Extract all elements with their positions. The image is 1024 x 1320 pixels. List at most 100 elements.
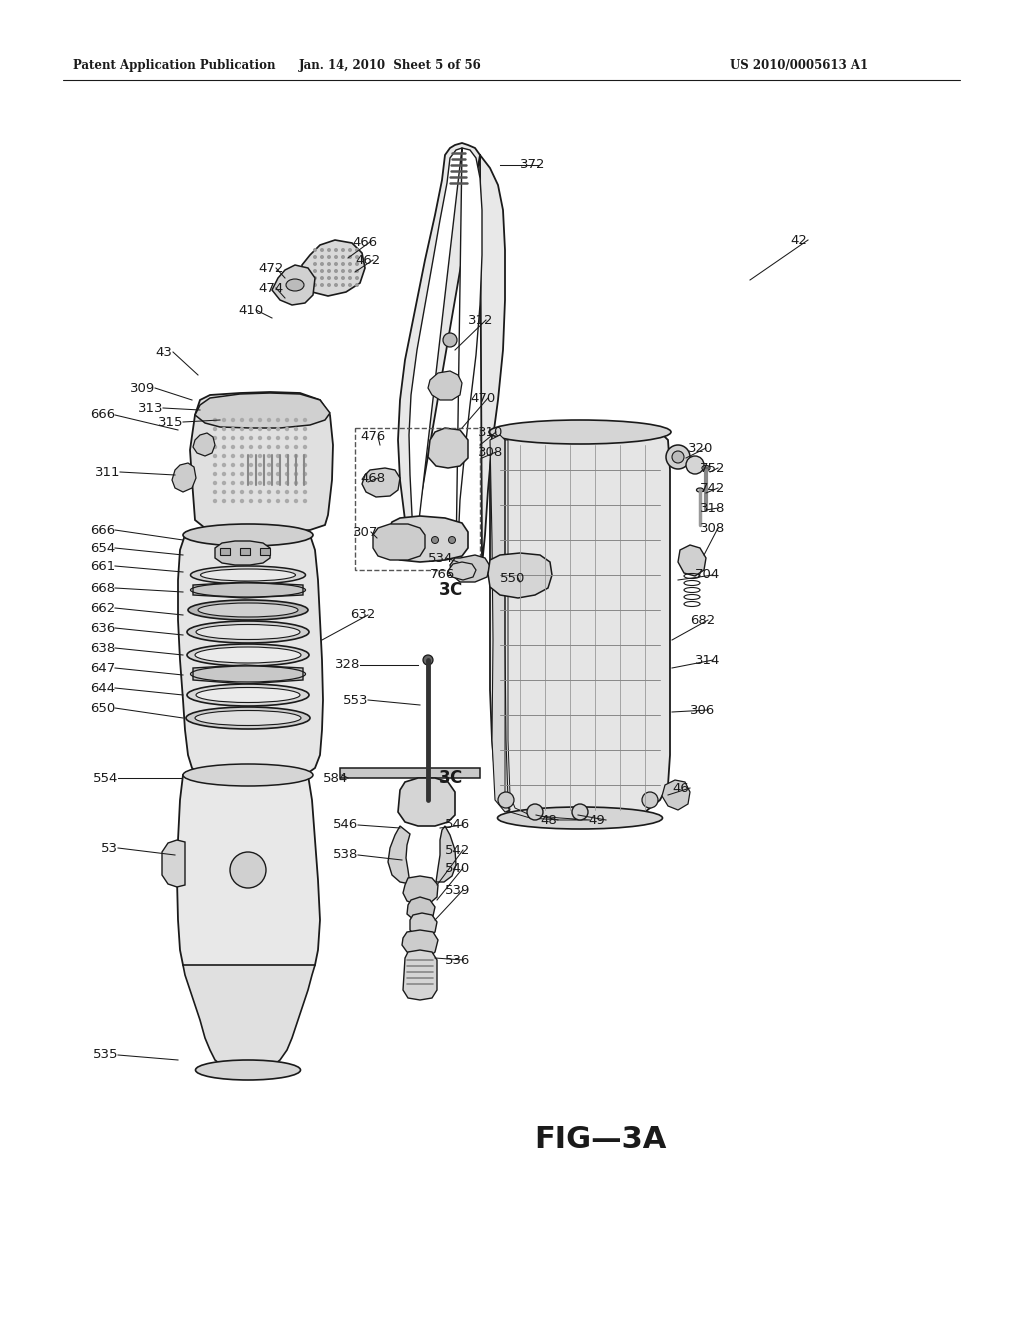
Polygon shape: [488, 553, 552, 598]
Circle shape: [267, 471, 271, 477]
Circle shape: [334, 255, 338, 259]
Text: Patent Application Publication: Patent Application Publication: [73, 58, 275, 71]
Circle shape: [267, 499, 271, 503]
Text: 638: 638: [90, 642, 115, 655]
Circle shape: [666, 445, 690, 469]
Circle shape: [275, 418, 281, 422]
Ellipse shape: [498, 807, 663, 829]
Polygon shape: [402, 931, 438, 958]
Text: 535: 535: [92, 1048, 118, 1061]
Text: 636: 636: [90, 622, 115, 635]
Circle shape: [222, 499, 226, 503]
Polygon shape: [403, 950, 437, 1001]
Circle shape: [249, 454, 253, 458]
Circle shape: [334, 248, 338, 252]
Circle shape: [319, 282, 324, 286]
Circle shape: [303, 426, 307, 432]
Circle shape: [303, 418, 307, 422]
Circle shape: [258, 499, 262, 503]
Circle shape: [258, 454, 262, 458]
Circle shape: [285, 499, 289, 503]
Polygon shape: [398, 777, 455, 826]
Circle shape: [303, 499, 307, 503]
Text: 474: 474: [258, 281, 284, 294]
Polygon shape: [388, 826, 410, 884]
Text: 538: 538: [333, 849, 358, 862]
Circle shape: [285, 490, 289, 494]
Circle shape: [294, 490, 298, 494]
Circle shape: [285, 471, 289, 477]
Circle shape: [341, 261, 345, 267]
Polygon shape: [340, 768, 480, 777]
Circle shape: [267, 463, 271, 467]
Circle shape: [341, 248, 345, 252]
Circle shape: [249, 418, 253, 422]
Text: 320: 320: [688, 441, 714, 454]
Polygon shape: [362, 469, 400, 498]
Circle shape: [313, 248, 317, 252]
Circle shape: [348, 248, 352, 252]
Ellipse shape: [187, 684, 309, 706]
Circle shape: [258, 490, 262, 494]
Circle shape: [348, 261, 352, 267]
Circle shape: [249, 499, 253, 503]
Circle shape: [267, 490, 271, 494]
Circle shape: [240, 471, 244, 477]
Circle shape: [642, 792, 658, 808]
Text: 472: 472: [258, 261, 284, 275]
Circle shape: [249, 471, 253, 477]
Circle shape: [527, 804, 543, 820]
Circle shape: [258, 426, 262, 432]
Text: 410: 410: [238, 304, 263, 317]
Circle shape: [275, 480, 281, 486]
Circle shape: [240, 426, 244, 432]
Circle shape: [213, 499, 217, 503]
Text: $\mathbf{3C}$: $\mathbf{3C}$: [437, 581, 463, 599]
Circle shape: [327, 255, 331, 259]
Circle shape: [249, 490, 253, 494]
Circle shape: [313, 261, 317, 267]
Circle shape: [348, 276, 352, 280]
Text: 654: 654: [90, 541, 115, 554]
Text: FIG—3A: FIG—3A: [534, 1126, 667, 1155]
Circle shape: [213, 463, 217, 467]
Circle shape: [303, 490, 307, 494]
Circle shape: [240, 445, 244, 449]
Circle shape: [355, 255, 359, 259]
Circle shape: [230, 463, 236, 467]
Text: 666: 666: [90, 524, 115, 536]
Circle shape: [303, 436, 307, 440]
Text: 46: 46: [672, 781, 689, 795]
Text: 766: 766: [430, 569, 456, 582]
Circle shape: [334, 276, 338, 280]
Circle shape: [327, 282, 331, 286]
Circle shape: [294, 454, 298, 458]
Text: 539: 539: [445, 883, 470, 896]
Circle shape: [572, 804, 588, 820]
Polygon shape: [403, 876, 438, 906]
Polygon shape: [398, 143, 505, 565]
Text: 476: 476: [360, 430, 385, 444]
Polygon shape: [490, 436, 510, 812]
Circle shape: [294, 445, 298, 449]
Circle shape: [240, 490, 244, 494]
Text: 466: 466: [352, 235, 377, 248]
Circle shape: [686, 455, 705, 474]
Polygon shape: [190, 392, 333, 533]
Circle shape: [355, 261, 359, 267]
Text: 48: 48: [540, 813, 557, 826]
Circle shape: [348, 282, 352, 286]
Circle shape: [294, 418, 298, 422]
Text: 661: 661: [90, 560, 115, 573]
Polygon shape: [193, 433, 215, 455]
Circle shape: [449, 536, 456, 544]
Circle shape: [258, 418, 262, 422]
Circle shape: [285, 426, 289, 432]
Circle shape: [258, 436, 262, 440]
Circle shape: [319, 255, 324, 259]
Circle shape: [267, 436, 271, 440]
Circle shape: [222, 471, 226, 477]
Circle shape: [230, 851, 266, 888]
Circle shape: [275, 454, 281, 458]
Circle shape: [222, 445, 226, 449]
